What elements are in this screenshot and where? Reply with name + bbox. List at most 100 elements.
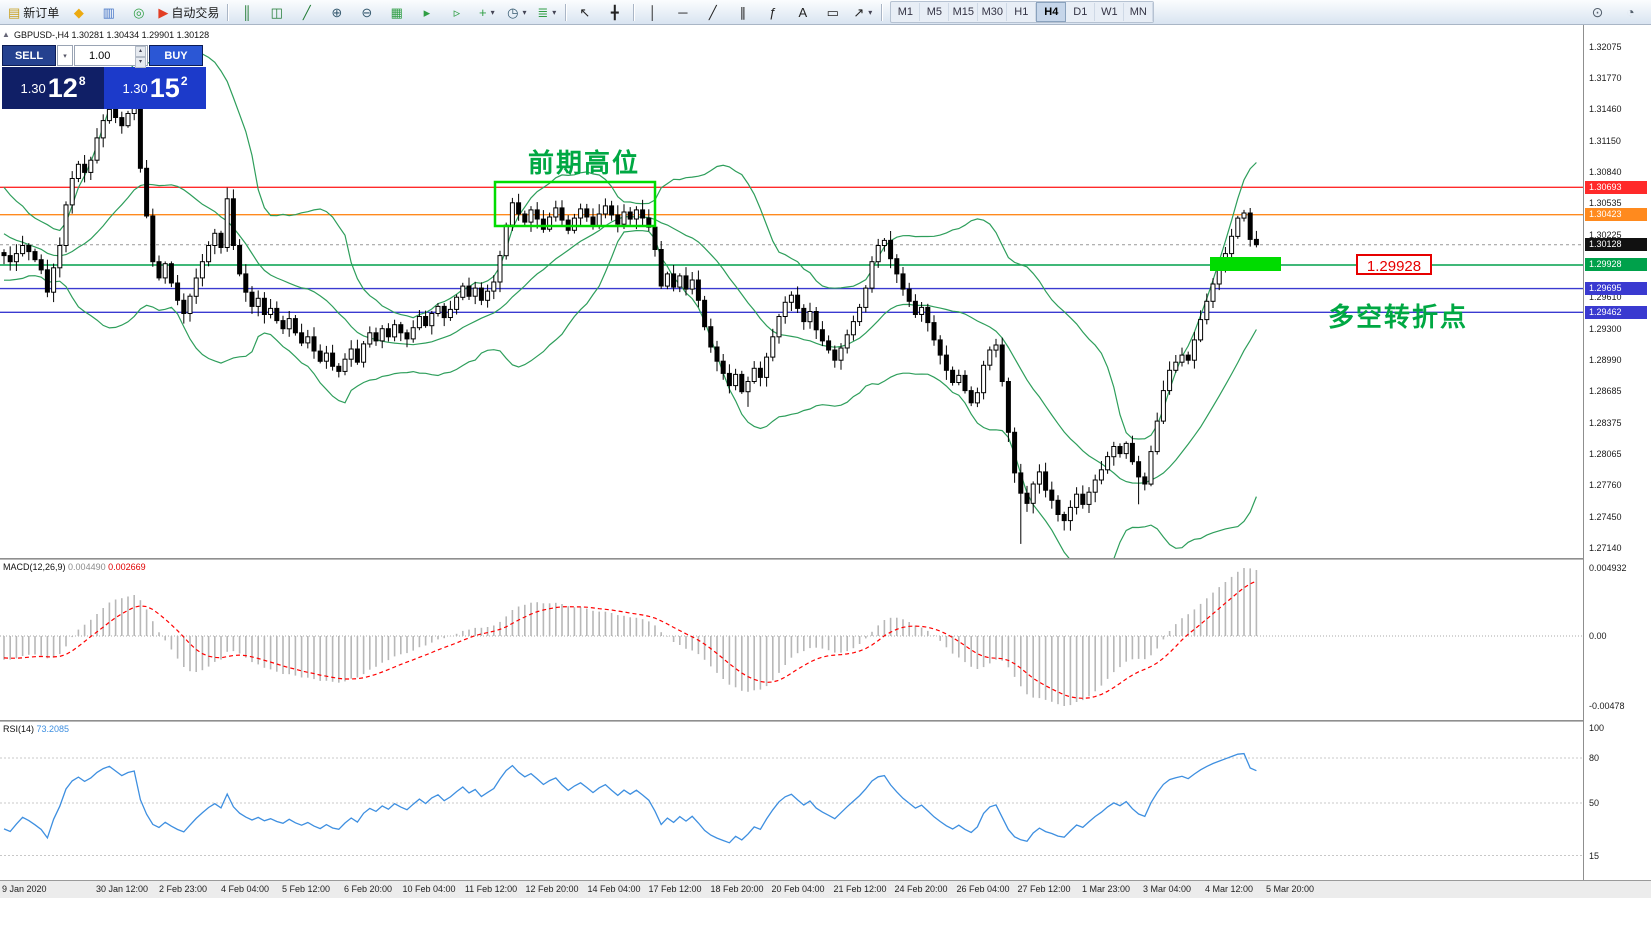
rsi-indicator-panel[interactable]: RSI(14) 73.2085: [0, 722, 1583, 880]
cursor-button[interactable]: ↖: [570, 1, 599, 23]
time-axis-label: 14 Feb 04:00: [587, 884, 641, 894]
price-chart-panel[interactable]: ▲ GBPUSD-,H4 1.30281 1.30434 1.29901 1.3…: [0, 25, 1583, 575]
price-axis-label: 1.32075: [1589, 42, 1622, 52]
horizontal-line-icon: ─: [678, 4, 688, 20]
new-order-button[interactable]: ▤ 新订单: [4, 1, 63, 23]
buy-button[interactable]: BUY: [149, 45, 203, 66]
cursor-icon: ↖: [579, 4, 591, 20]
crosshair-button[interactable]: ╋: [600, 1, 629, 23]
bar-chart-button[interactable]: ║: [232, 1, 261, 23]
horizontal-line-button[interactable]: ─: [668, 1, 697, 23]
new-order-icon: ▤: [8, 4, 21, 20]
text-label-button[interactable]: ▭: [818, 1, 847, 23]
autotrading-icon: ▶: [158, 4, 169, 20]
toolbar-separator: [633, 3, 635, 21]
price-axis-label: 1.29610: [1589, 292, 1622, 303]
price-tag: 1.29695: [1585, 282, 1647, 296]
vertical-line-button[interactable]: │: [638, 1, 667, 23]
chart-ohlc-header: GBPUSD-,H4 1.30281 1.30434 1.29901 1.301…: [14, 30, 210, 40]
spinner-down-icon[interactable]: ▾: [135, 57, 146, 68]
macd-indicator-panel[interactable]: MACD(12,26,9) 0.004490 0.002669: [0, 560, 1583, 720]
timeframe-h4-button[interactable]: H4: [1036, 2, 1067, 22]
data-window-icon: ▥: [102, 4, 115, 20]
search-button[interactable]: ⊙: [1583, 1, 1612, 23]
price-tag: 1.29462: [1585, 305, 1647, 319]
timeframe-mn-button[interactable]: MN: [1124, 3, 1154, 21]
timeframe-m5-button[interactable]: M5: [920, 3, 950, 21]
rsi-label: RSI(14) 73.2085: [3, 724, 70, 734]
price-axis-label: 1.29300: [1589, 323, 1622, 334]
new-chart-button[interactable]: + ▾: [472, 1, 501, 23]
sell-button[interactable]: SELL: [2, 45, 56, 66]
text-button[interactable]: A: [788, 1, 817, 23]
time-axis-label: 6 Feb 20:00: [343, 884, 393, 894]
rsi-axis-label: 80: [1589, 753, 1600, 763]
buy-price[interactable]: 1.30 15 2: [104, 67, 206, 109]
new-order-button-label: 新订单: [23, 5, 60, 20]
buy-price-pips: 15: [149, 72, 180, 103]
arrows-icon: ↗: [853, 4, 865, 20]
dropdown-arrow-icon[interactable]: ▾: [552, 7, 557, 17]
chart-shift-button[interactable]: ▹: [442, 1, 471, 23]
spinner-up-icon[interactable]: ▴: [135, 46, 146, 57]
trendline-button[interactable]: ╱: [698, 1, 727, 23]
time-axis-label: 21 Feb 12:00: [833, 884, 887, 894]
auto-scroll-icon: ▸: [423, 4, 431, 20]
line-chart-button[interactable]: ╱: [292, 1, 321, 23]
dropdown-arrow-icon[interactable]: ▾: [522, 7, 527, 17]
price-tag: 1.29928: [1585, 258, 1647, 272]
autotrading-button-label: 自动交易: [171, 5, 220, 20]
volume-dropdown[interactable]: ▾: [57, 45, 73, 66]
profiles-button[interactable]: ◷ ▾: [502, 1, 531, 23]
volume-spinner[interactable]: ▴ ▾: [135, 46, 146, 68]
dropdown-arrow-icon[interactable]: ▾: [490, 7, 495, 17]
auto-scroll-button[interactable]: ▸: [412, 1, 441, 23]
dropdown-arrow-icon[interactable]: ▾: [868, 7, 873, 17]
annotation-price-callout: 1.29928: [1356, 254, 1432, 275]
sell-price[interactable]: 1.30 12 8: [2, 67, 104, 109]
panel-separator[interactable]: [0, 558, 1651, 560]
timeframe-w1-button[interactable]: W1: [1095, 3, 1125, 21]
time-axis[interactable]: 9 Jan 2020 30 Jan 12:00 2 Feb 23:00 4 Feb 0…: [0, 880, 1651, 898]
community-button[interactable]: ◔: [1616, 1, 1645, 23]
market-watch-button[interactable]: ◆: [64, 1, 93, 23]
price-axis-label: 1.27140: [1589, 543, 1622, 553]
price-chart-canvas[interactable]: [0, 25, 1583, 575]
caret-down-icon: ▾: [63, 52, 67, 60]
candlestick-chart-button[interactable]: ◫: [262, 1, 291, 23]
price-axis[interactable]: 1.32075 1.31770 1.31460 1.31150 1.30840 1.305…: [1584, 25, 1651, 880]
timeframe-m30-button[interactable]: M30: [978, 3, 1008, 21]
equidistant-channel-button[interactable]: ∥: [728, 1, 757, 23]
toolbar-separator: [227, 3, 229, 21]
rsi-canvas[interactable]: [0, 722, 1583, 880]
data-window-button[interactable]: ▥: [94, 1, 123, 23]
price-axis-label: 1.31460: [1589, 104, 1622, 115]
toolbar-separator: [881, 3, 883, 21]
tile-windows-button[interactable]: ▦: [382, 1, 411, 23]
autotrading-button[interactable]: ▶ 自动交易: [154, 1, 223, 23]
timeframe-m1-button[interactable]: M1: [891, 3, 921, 21]
panel-separator[interactable]: [0, 720, 1651, 722]
time-axis-label: 3 Mar 04:00: [1142, 884, 1192, 894]
one-click-trading-panel: SELL ▾ 1.00 ▴ ▾ BUY 1.30 12 8: [2, 45, 206, 109]
price-tag: 1.30693: [1585, 180, 1647, 194]
macd-axis-label: 0.004932: [1589, 563, 1627, 573]
navigator-button[interactable]: ◎: [124, 1, 153, 23]
time-axis-label: 26 Feb 04:00: [956, 884, 1010, 894]
timeframe-m15-button[interactable]: M15: [949, 3, 979, 21]
zoom-out-button[interactable]: ⊖: [352, 1, 381, 23]
arrows-button[interactable]: ↗ ▾: [848, 1, 877, 23]
zoom-in-button[interactable]: ⊕: [322, 1, 351, 23]
fibonacci-button[interactable]: ƒ: [758, 1, 787, 23]
buy-price-point: 2: [180, 74, 188, 88]
macd-axis-label: 0.00: [1589, 631, 1607, 641]
volume-input[interactable]: 1.00 ▴ ▾: [74, 45, 148, 68]
indicators-button[interactable]: ≣ ▾: [532, 1, 561, 23]
one-click-panel-toggle-icon[interactable]: ▲: [2, 30, 10, 39]
timeframe-h1-button[interactable]: H1: [1007, 3, 1037, 21]
macd-canvas[interactable]: [0, 560, 1583, 720]
timeframe-d1-button[interactable]: D1: [1066, 3, 1096, 21]
price-axis-label: 1.30535: [1589, 198, 1622, 209]
text-icon: A: [798, 4, 808, 20]
